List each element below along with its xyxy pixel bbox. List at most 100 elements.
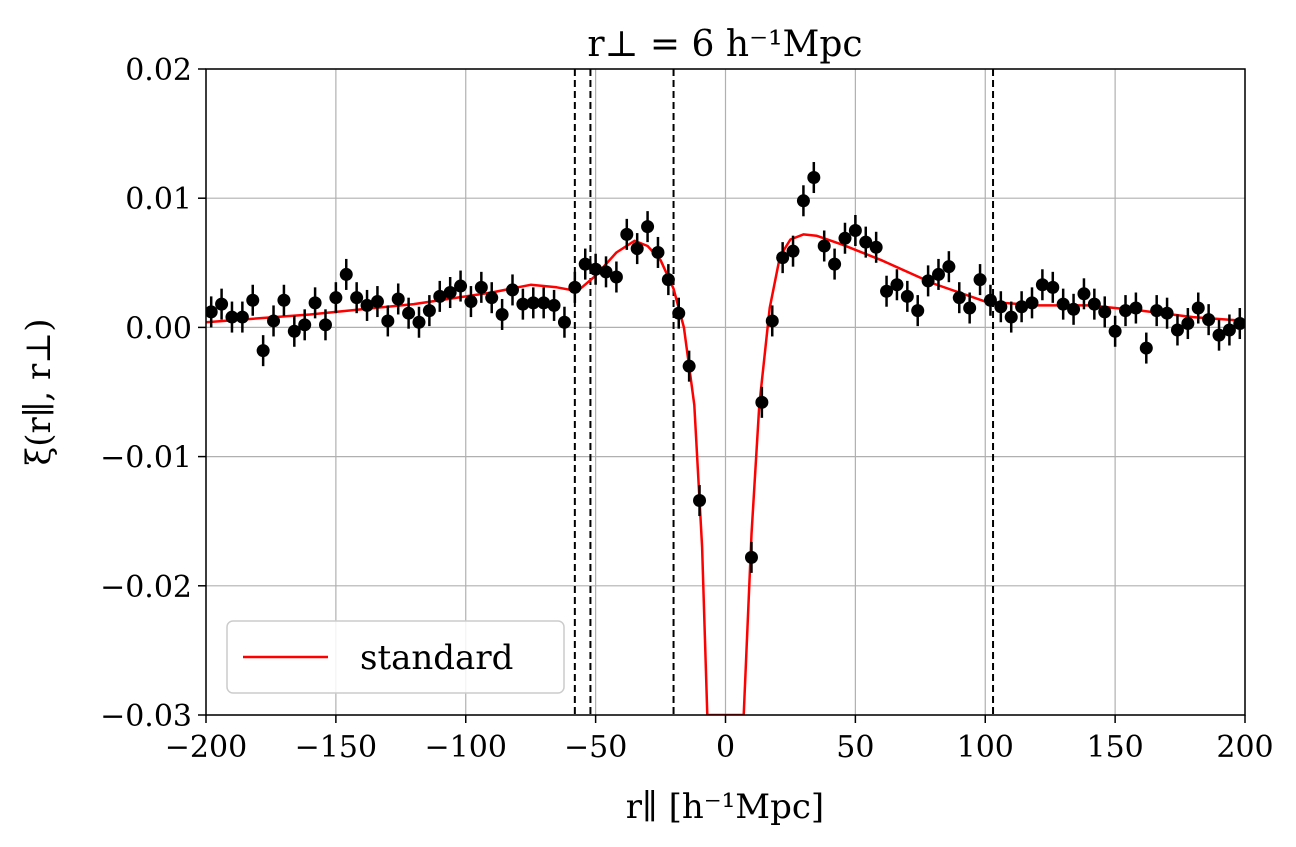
data-point: [526, 296, 540, 310]
data-point: [911, 304, 925, 318]
data-point: [983, 293, 997, 307]
data-point: [1233, 317, 1245, 331]
data-point: [589, 262, 603, 276]
y-tick-label: −0.01: [100, 441, 192, 476]
data-point: [578, 257, 592, 271]
data-point: [661, 273, 675, 287]
data-point: [963, 301, 977, 315]
data-point: [433, 289, 447, 303]
data-point: [246, 293, 260, 307]
data-point: [880, 284, 894, 298]
data-point: [1212, 328, 1226, 342]
data-point: [277, 293, 291, 307]
data-point: [994, 300, 1008, 314]
data-point: [1004, 310, 1018, 324]
data-point: [765, 314, 779, 328]
data-point: [495, 307, 509, 321]
data-point: [796, 194, 810, 208]
data-point: [422, 304, 436, 318]
data-point: [1170, 323, 1184, 337]
y-tick-label: 0.00: [125, 311, 192, 346]
data-point: [672, 306, 686, 320]
x-tick-label: 200: [1216, 730, 1273, 765]
data-point: [568, 280, 582, 294]
data-point: [921, 274, 935, 288]
y-tick-label: −0.02: [100, 570, 192, 605]
y-tick-label: −0.03: [100, 699, 192, 734]
data-point: [537, 296, 551, 310]
data-point: [464, 295, 478, 309]
x-tick-label: 0: [716, 730, 735, 765]
data-point: [402, 306, 416, 320]
data-point: [516, 297, 530, 311]
data-point: [1222, 323, 1236, 337]
data-point: [1067, 302, 1081, 316]
data-point: [1025, 296, 1039, 310]
data-point: [641, 220, 655, 234]
data-point: [693, 494, 707, 508]
data-point: [828, 257, 842, 271]
legend-label-standard: standard: [360, 638, 513, 678]
chart-title: r⊥ = 6 h⁻¹Mpc: [587, 24, 862, 65]
x-tick-label: −200: [165, 730, 247, 765]
data-point: [900, 289, 914, 303]
data-point: [1150, 304, 1164, 318]
data-point: [370, 295, 384, 309]
data-point: [454, 279, 468, 293]
data-point: [329, 291, 343, 305]
data-point: [1160, 306, 1174, 320]
data-point: [350, 291, 364, 305]
data-point: [235, 310, 249, 324]
data-point: [952, 291, 966, 305]
data-point: [859, 235, 873, 249]
vertical-reference-lines: [573, 69, 995, 715]
data-point: [1098, 305, 1112, 319]
data-point: [391, 292, 405, 306]
data-point: [890, 278, 904, 292]
data-point: [360, 298, 374, 312]
y-axis-ticks: −0.03 −0.02 −0.01 0.00 0.01 0.02: [100, 53, 206, 734]
y-axis-label: ξ(r∥, r⊥): [19, 318, 59, 465]
data-point: [225, 310, 239, 324]
data-point: [744, 550, 758, 564]
data-point: [620, 227, 634, 241]
data-point: [287, 324, 301, 338]
data-point: [443, 286, 457, 300]
x-tick-label: 50: [836, 730, 874, 765]
data-point: [838, 231, 852, 245]
data-point: [1119, 304, 1133, 318]
data-point: [682, 359, 696, 373]
data-point: [1108, 324, 1122, 338]
data-point: [609, 270, 623, 284]
legend-box: [226, 620, 565, 694]
data-point: [506, 283, 520, 297]
x-axis-ticks: −200 −150 −100 −50 0 50 100 150 200: [165, 715, 1274, 765]
data-point: [848, 224, 862, 237]
data-point: [786, 244, 800, 258]
x-tick-label: 150: [1086, 730, 1143, 765]
data-point: [807, 171, 821, 185]
data-point: [206, 305, 218, 319]
data-point: [1191, 301, 1205, 315]
data-point: [339, 267, 353, 281]
y-tick-label: 0.02: [125, 53, 192, 88]
data-point: [474, 280, 488, 294]
data-point: [1181, 317, 1195, 331]
data-point: [215, 297, 229, 311]
data-point: [298, 318, 312, 332]
x-tick-label: 100: [957, 730, 1014, 765]
data-point: [869, 240, 883, 254]
data-point: [1035, 278, 1049, 292]
data-point: [412, 315, 426, 329]
data-point: [547, 298, 561, 312]
x-tick-label: −100: [425, 730, 507, 765]
data-point: [1139, 341, 1153, 355]
x-tick-label: −50: [564, 730, 627, 765]
data-point: [557, 315, 571, 329]
x-tick-label: −150: [295, 730, 377, 765]
x-axis-label: r∥ [h⁻¹Mpc]: [626, 787, 824, 827]
data-point: [630, 242, 644, 256]
data-point: [308, 296, 322, 310]
data-point: [256, 344, 270, 358]
